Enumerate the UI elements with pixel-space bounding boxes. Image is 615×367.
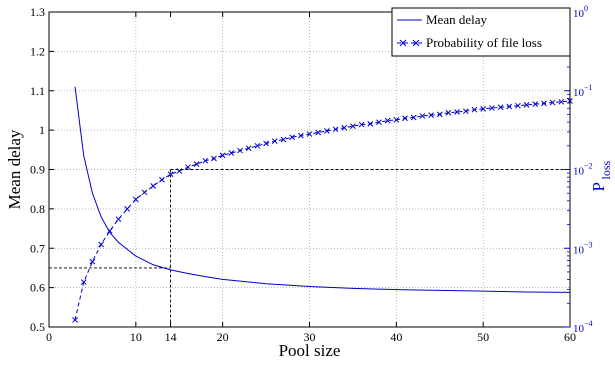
data-point-file-loss xyxy=(297,132,304,139)
data-point-file-loss xyxy=(141,189,148,196)
legend-label-mean-delay: Mean delay xyxy=(426,12,488,27)
data-point-file-loss xyxy=(289,134,295,141)
data-point-file-loss xyxy=(237,147,243,154)
data-point-file-loss xyxy=(454,109,460,115)
y-left-tick-label: 0.6 xyxy=(30,281,45,295)
data-point-file-loss xyxy=(350,123,356,130)
data-point-file-loss xyxy=(410,114,417,121)
data-point-file-loss xyxy=(315,129,322,136)
x-tick-label: 14 xyxy=(165,330,177,344)
data-point-file-loss xyxy=(228,150,235,156)
reference-lines xyxy=(49,169,570,327)
data-point-file-loss xyxy=(367,120,374,127)
data-point-file-loss xyxy=(515,102,521,109)
y-right-axis-label-main: P xyxy=(589,182,608,191)
data-point-file-loss xyxy=(132,196,139,203)
data-point-file-loss xyxy=(106,228,113,234)
x-tick-label: 60 xyxy=(564,330,576,344)
data-point-file-loss xyxy=(523,102,530,108)
series-layer xyxy=(72,86,573,323)
data-point-file-loss xyxy=(245,145,252,152)
series-line-file-loss xyxy=(74,100,571,321)
data-point-file-loss xyxy=(306,131,313,137)
x-tick-label: 10 xyxy=(130,330,142,344)
x-axis-ticks: 0 10 14 20 30 40 50 60 xyxy=(46,12,576,344)
x-tick-label: 20 xyxy=(217,330,229,344)
data-point-file-loss xyxy=(211,155,217,162)
data-point-file-loss xyxy=(176,168,183,174)
data-point-file-loss xyxy=(167,171,174,178)
y-left-axis-ticks: 0.5 0.6 0.7 0.8 0.9 1 1.1 1.2 1.3 xyxy=(30,5,54,334)
data-point-file-loss xyxy=(532,101,539,107)
x-tick-label: 0 xyxy=(46,330,52,344)
data-point-file-loss xyxy=(80,279,87,285)
data-point-file-loss xyxy=(124,206,131,212)
data-point-file-loss xyxy=(341,124,348,131)
data-point-file-loss xyxy=(219,152,226,159)
data-point-file-loss xyxy=(358,121,365,128)
data-point-file-loss xyxy=(263,140,269,147)
data-point-file-loss xyxy=(72,317,78,323)
data-point-file-loss xyxy=(480,105,487,112)
data-point-file-loss xyxy=(549,99,556,106)
data-point-file-loss xyxy=(428,112,434,119)
data-point-file-loss xyxy=(436,111,443,118)
y-right-axis-label-sub: loss xyxy=(599,160,613,179)
y-right-axis-ticks: 100 10−1 10−2 10−3 10−4 xyxy=(564,4,593,335)
data-point-file-loss xyxy=(376,119,382,126)
data-point-file-loss xyxy=(254,142,261,149)
legend: Mean delay Probability of file loss xyxy=(391,7,571,57)
y-left-tick-label: 0.5 xyxy=(30,320,45,334)
y-left-tick-label: 1.2 xyxy=(30,44,45,58)
data-point-file-loss xyxy=(159,176,165,183)
data-point-file-loss xyxy=(402,115,408,122)
data-point-file-loss xyxy=(324,128,330,134)
data-point-file-loss xyxy=(115,216,122,223)
y-right-axis-label: P loss xyxy=(589,160,613,191)
y-left-tick-label: 0.9 xyxy=(30,163,45,177)
data-point-file-loss xyxy=(558,98,565,105)
y-right-tick-label: 100 xyxy=(573,4,588,20)
data-point-file-loss xyxy=(497,104,504,111)
legend-box xyxy=(391,7,571,57)
data-point-file-loss xyxy=(271,138,278,145)
y-right-tick-label: 10−1 xyxy=(573,83,593,99)
data-point-file-loss xyxy=(384,117,391,124)
y-left-tick-label: 0.7 xyxy=(30,241,45,255)
data-point-file-loss xyxy=(150,183,157,189)
data-point-file-loss xyxy=(332,126,339,133)
data-point-file-loss xyxy=(98,241,104,248)
x-tick-label: 40 xyxy=(390,330,402,344)
data-point-file-loss xyxy=(89,258,96,265)
data-point-file-loss xyxy=(419,113,426,119)
y-right-tick-label: 10−2 xyxy=(573,162,593,178)
data-point-file-loss xyxy=(462,108,469,115)
legend-label-file-loss: Probability of file loss xyxy=(426,35,542,50)
y-left-axis-label: Mean delay xyxy=(5,129,24,209)
y-left-tick-label: 0.8 xyxy=(30,202,45,216)
data-point-file-loss xyxy=(393,117,400,123)
data-point-file-loss xyxy=(185,164,191,171)
data-point-file-loss xyxy=(506,103,513,110)
x-tick-label: 30 xyxy=(304,330,316,344)
data-point-file-loss xyxy=(280,136,287,143)
data-point-file-loss xyxy=(541,100,547,107)
y-left-tick-label: 1.1 xyxy=(30,84,45,98)
y-left-tick-label: 1 xyxy=(39,123,45,137)
x-tick-label: 50 xyxy=(477,330,489,344)
legend-marker-file-loss xyxy=(399,39,420,47)
data-point-file-loss xyxy=(488,105,495,111)
data-point-file-loss xyxy=(471,106,478,113)
series-line-mean-delay xyxy=(74,86,571,293)
x-axis-label: Pool size xyxy=(279,341,341,360)
data-point-file-loss xyxy=(445,109,452,116)
data-point-file-loss xyxy=(193,161,200,167)
y-left-tick-label: 1.3 xyxy=(30,5,45,19)
y-right-tick-label: 10−3 xyxy=(573,240,593,256)
y-right-tick-label: 10−4 xyxy=(573,319,593,335)
data-point-file-loss xyxy=(202,157,209,164)
